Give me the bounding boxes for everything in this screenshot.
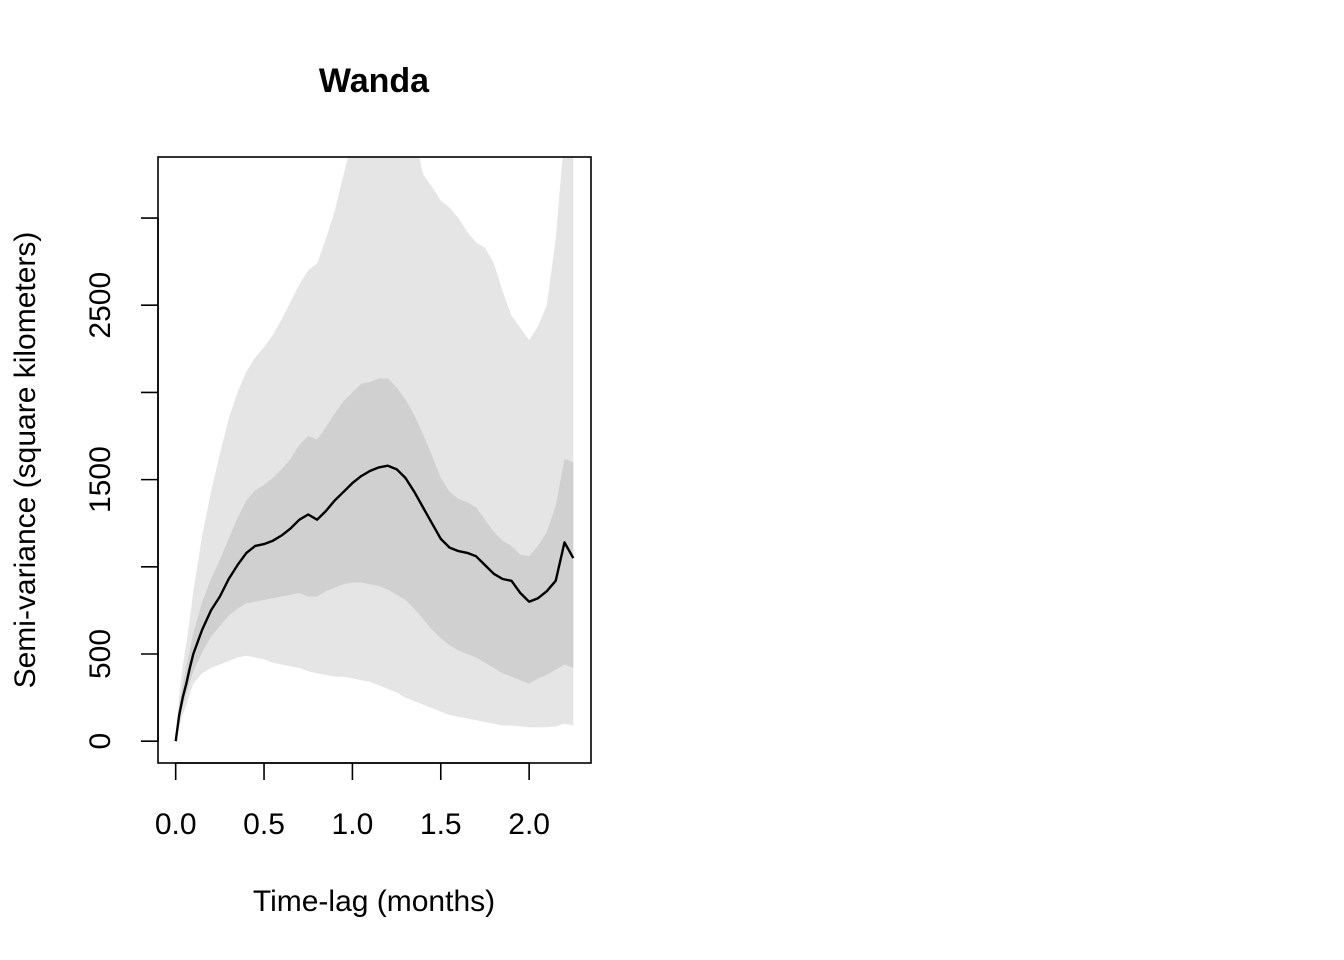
y-tick-label: 0 — [84, 733, 117, 750]
x-tick-label: 0.0 — [155, 808, 197, 841]
x-axis-label: Time-lag (months) — [253, 885, 495, 918]
x-tick-label: 0.5 — [243, 808, 285, 841]
x-tick-label: 1.5 — [420, 808, 462, 841]
y-axis-label: Semi-variance (square kilometers) — [9, 232, 42, 689]
y-axis: 0 500 1500 2500 — [84, 217, 159, 750]
plot-area — [174, 157, 575, 742]
chart-title: Wanda — [319, 62, 430, 100]
x-tick-label: 1.0 — [332, 808, 374, 841]
x-tick-label: 2.0 — [508, 808, 550, 841]
x-axis: 0.0 0.5 1.0 1.5 2.0 — [155, 762, 550, 841]
y-tick-label: 2500 — [84, 272, 117, 339]
semivariance-line — [174, 464, 575, 742]
y-tick-label: 500 — [84, 629, 117, 679]
y-tick-label: 1500 — [84, 446, 117, 513]
inner-confidence-band — [175, 378, 574, 742]
